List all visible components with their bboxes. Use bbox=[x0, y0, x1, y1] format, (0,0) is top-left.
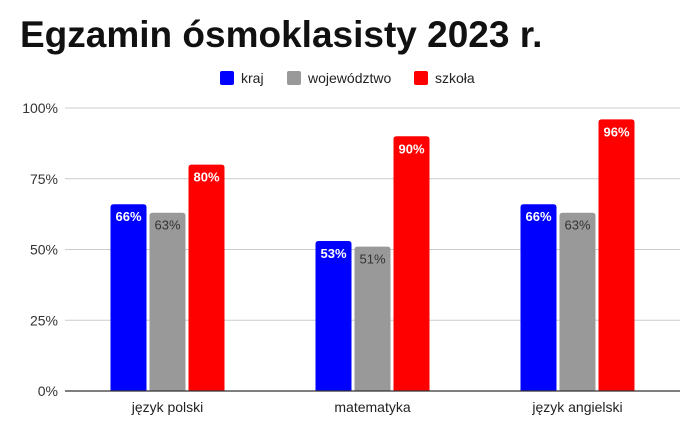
legend-label-szkola: szkoła bbox=[435, 70, 475, 86]
legend-swatch-wojewodztwo bbox=[287, 71, 301, 85]
bar-szkola-jezyk-angielski bbox=[598, 119, 635, 391]
bar-szkola-matematyka bbox=[393, 136, 430, 391]
bar-kraj-jezyk-angielski bbox=[520, 204, 557, 391]
data-label-wojewodztwo: 63% bbox=[564, 218, 590, 233]
legend-swatch-szkola bbox=[414, 71, 428, 85]
data-label-wojewodztwo: 63% bbox=[154, 218, 180, 233]
data-label-kraj: 66% bbox=[115, 209, 141, 224]
x-tick-label: język angielski bbox=[531, 399, 622, 415]
bar-kraj-matematyka bbox=[315, 241, 352, 391]
axes: 0% 25% 50% 75% 100% język polski matematyka jęz… bbox=[22, 100, 680, 415]
y-tick-label: 100% bbox=[22, 100, 58, 116]
data-label-kraj: 53% bbox=[320, 246, 346, 261]
data-label-szkola: 80% bbox=[193, 170, 219, 185]
bars: 66% 63% 80% 53% 51% 90% 66% 63% 96% bbox=[110, 119, 635, 391]
bar-kraj-jezyk-polski bbox=[110, 204, 147, 391]
bar-wojewodztwo-jezyk-angielski bbox=[559, 212, 596, 391]
legend-swatch-kraj bbox=[220, 71, 234, 85]
data-label-wojewodztwo: 51% bbox=[359, 252, 385, 267]
data-label-szkola: 96% bbox=[603, 124, 629, 139]
bar-wojewodztwo-jezyk-polski bbox=[149, 212, 186, 391]
x-tick-label: matematyka bbox=[334, 399, 410, 415]
y-tick-label: 0% bbox=[38, 383, 58, 399]
bar-szkola-jezyk-polski bbox=[188, 164, 225, 391]
legend: kraj województwo szkoła bbox=[220, 70, 475, 86]
legend-label-kraj: kraj bbox=[241, 70, 264, 86]
x-tick-label: język polski bbox=[131, 399, 204, 415]
y-tick-label: 25% bbox=[30, 312, 58, 328]
chart-title: Egzamin ósmoklasisty 2023 r. bbox=[20, 14, 543, 55]
y-tick-label: 50% bbox=[30, 242, 58, 258]
legend-label-wojewodztwo: województwo bbox=[307, 70, 391, 86]
y-tick-label: 75% bbox=[30, 171, 58, 187]
bar-wojewodztwo-matematyka bbox=[354, 246, 391, 391]
data-label-szkola: 90% bbox=[398, 141, 424, 156]
data-label-kraj: 66% bbox=[525, 209, 551, 224]
